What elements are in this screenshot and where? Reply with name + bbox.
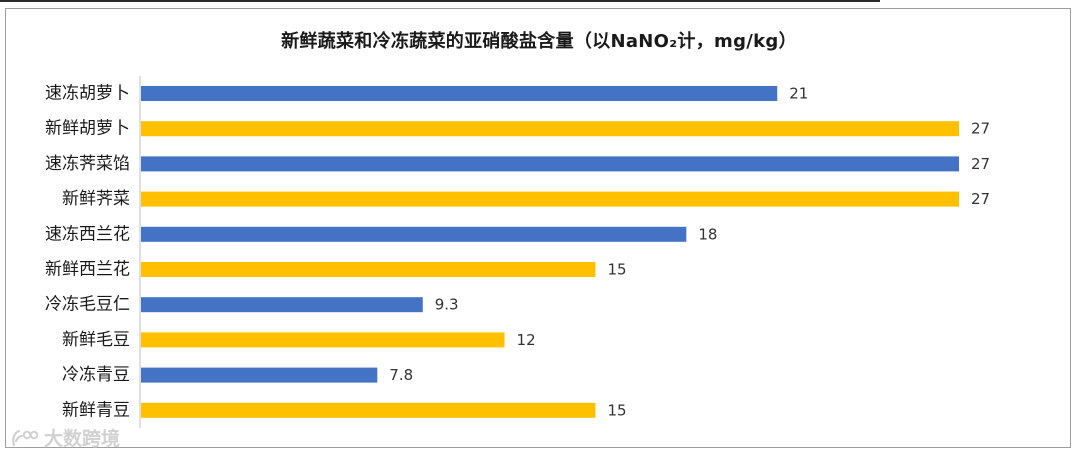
category-label: 新鲜毛豆	[62, 330, 130, 350]
data-label: 12	[517, 331, 536, 349]
bar	[141, 121, 959, 137]
data-label: 15	[607, 261, 626, 279]
data-label: 27	[971, 120, 990, 138]
data-label: 18	[698, 225, 717, 243]
top-rule	[0, 0, 880, 2]
category-label: 冷冻毛豆仁	[45, 295, 130, 315]
bar	[141, 297, 423, 313]
data-label: 9.3	[435, 296, 459, 314]
bar	[141, 367, 378, 383]
data-label: 27	[971, 190, 990, 208]
bar	[141, 226, 687, 242]
category-label: 速冻荠菜馅	[45, 154, 130, 174]
data-label: 27	[971, 155, 990, 173]
bar	[141, 262, 596, 277]
bar	[141, 191, 959, 207]
category-label: 冷冻青豆	[62, 365, 130, 385]
data-label: 15	[607, 401, 626, 419]
category-label: 速冻胡萝卜	[45, 84, 130, 104]
data-label: 21	[789, 85, 808, 103]
chart-title: 新鲜蔬菜和冷冻蔬菜的亚硝酸盐含量（以NaNO₂计，mg/kg）	[281, 31, 797, 52]
watermark-logo-icon	[12, 429, 39, 446]
bar	[141, 402, 596, 418]
watermark: 大数跨境	[10, 424, 120, 451]
category-label: 新鲜荠菜	[62, 189, 130, 209]
category-label: 新鲜青豆	[62, 400, 130, 420]
bar	[141, 332, 505, 348]
category-label: 新鲜西兰花	[45, 260, 130, 280]
watermark-text: 大数跨境	[44, 428, 121, 450]
category-label: 速冻西兰花	[45, 224, 130, 244]
category-label: 新鲜胡萝卜	[45, 119, 130, 139]
bar	[141, 156, 959, 172]
data-label: 7.8	[389, 366, 413, 384]
bar	[141, 86, 778, 101]
